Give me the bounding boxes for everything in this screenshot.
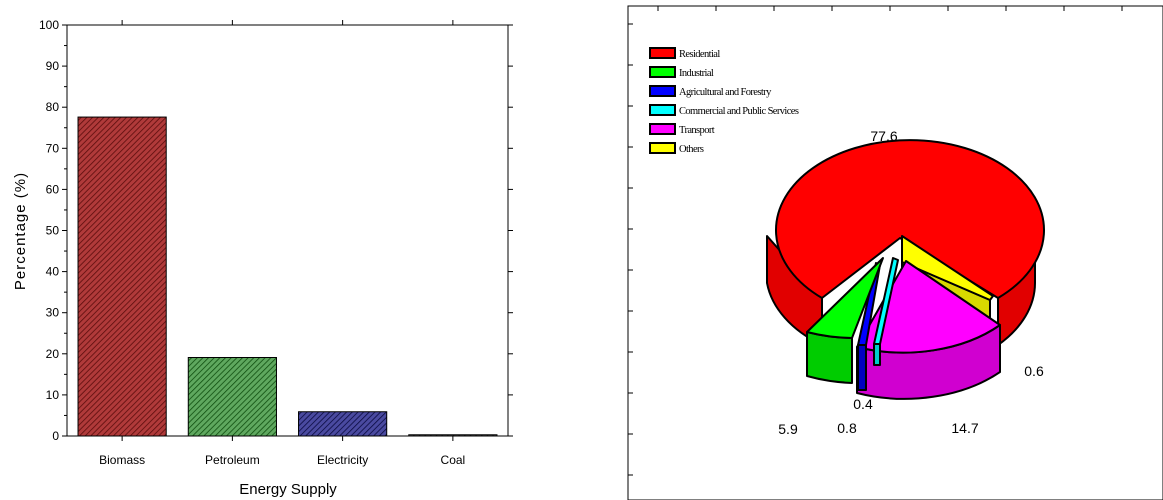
- pie-value-others: 0.6: [1024, 363, 1044, 379]
- legend-swatch-transport: [649, 123, 676, 135]
- bar-x-tick-label: Petroleum: [205, 453, 260, 467]
- bar-y-tick-label: 40: [46, 265, 60, 279]
- bar-y-axis: 0 10 20 30 40 50 60 70 80 90 100: [39, 18, 513, 443]
- bar-y-tick-label: 0: [52, 429, 59, 443]
- pie-slice-residential: [766, 139, 1045, 346]
- pie-slice-industrial: [806, 257, 884, 384]
- legend-label-transport: Transport: [679, 125, 715, 136]
- pie-slice-residential-top: [775, 139, 1045, 299]
- bar-y-tick-label: 100: [39, 18, 59, 32]
- pie-value-residential: 77.6: [870, 128, 897, 144]
- legend-item-industrial: Industrial: [649, 66, 715, 79]
- bar-biomass: [77, 116, 167, 437]
- bar-coal: [408, 434, 498, 437]
- pie-slice-agricultural: [857, 262, 881, 391]
- legend-item-residential: Residential: [649, 47, 721, 60]
- pie-frame-ticks: [628, 6, 1123, 476]
- bar-y-tick-label: 90: [46, 59, 60, 73]
- pie-value-transport: 14.7: [951, 420, 978, 436]
- pie-slice-commercial: [873, 257, 899, 366]
- bar-y-tick-label: 10: [46, 388, 60, 402]
- legend-label-industrial: Industrial: [679, 68, 714, 79]
- pie-value-agricultural: 0.8: [837, 420, 857, 436]
- bar-series: [77, 116, 498, 437]
- bar-y-tick-label: 20: [46, 347, 60, 361]
- legend-swatch-industrial: [649, 66, 676, 78]
- legend-label-agricultural: Agricultural and Forestry: [679, 87, 772, 98]
- bar-petroleum: [187, 356, 277, 437]
- pie-slice-others-top: [901, 235, 994, 301]
- pie-slice-commercial-top: [873, 257, 899, 345]
- pie-slice-transport-top: [856, 260, 1001, 354]
- pie-slice-industrial-side: [806, 331, 853, 384]
- pie-legend: Residential Industrial Agricultural and …: [649, 47, 799, 155]
- legend-label-commercial: Commercial and Public Services: [679, 106, 799, 117]
- legend-swatch-commercial: [649, 104, 676, 116]
- pie-value-industrial: 5.9: [778, 421, 798, 437]
- pie-value-commercial: 0.4: [853, 396, 873, 412]
- bar-x-axis: Biomass Petroleum Electricity Coal: [99, 20, 465, 467]
- legend-item-others: Others: [649, 142, 705, 155]
- bar-y-tick-label: 70: [46, 141, 60, 155]
- bar-x-tick-label: Coal: [441, 453, 466, 467]
- legend-swatch-residential: [649, 47, 676, 59]
- bar-y-tick-label: 50: [46, 224, 60, 238]
- legend-item-commercial: Commercial and Public Services: [649, 104, 799, 117]
- legend-label-residential: Residential: [679, 49, 720, 60]
- legend-swatch-others: [649, 142, 676, 154]
- bar-electricity: [298, 411, 388, 437]
- pie-slice-transport: [856, 260, 1001, 400]
- pie-chart: Residential Industrial Agricultural and …: [627, 5, 1163, 500]
- bar-y-axis-label: Percentage (%): [12, 172, 29, 290]
- bar-y-tick-label: 80: [46, 100, 60, 114]
- bar-x-tick-label: Electricity: [317, 453, 368, 467]
- bar-y-tick-label: 30: [46, 306, 60, 320]
- pie-slice-commercial-side: [873, 343, 881, 366]
- bar-y-tick-label: 60: [46, 182, 60, 196]
- bar-chart: 0 10 20 30 40 50 60 70 80 90 100 Biomass Petroleum E…: [12, 18, 513, 498]
- legend-item-agricultural: Agricultural and Forestry: [649, 85, 773, 98]
- bar-x-tick-label: Biomass: [99, 453, 145, 467]
- legend-label-others: Others: [679, 144, 704, 155]
- pie-plot-frame: [627, 5, 1163, 500]
- pie-slice-agricultural-side: [857, 344, 867, 391]
- legend-swatch-agricultural: [649, 85, 676, 97]
- legend-item-transport: Transport: [649, 123, 715, 136]
- bar-x-axis-label: Energy Supply: [239, 481, 337, 498]
- pie-slice-industrial-top: [806, 257, 884, 339]
